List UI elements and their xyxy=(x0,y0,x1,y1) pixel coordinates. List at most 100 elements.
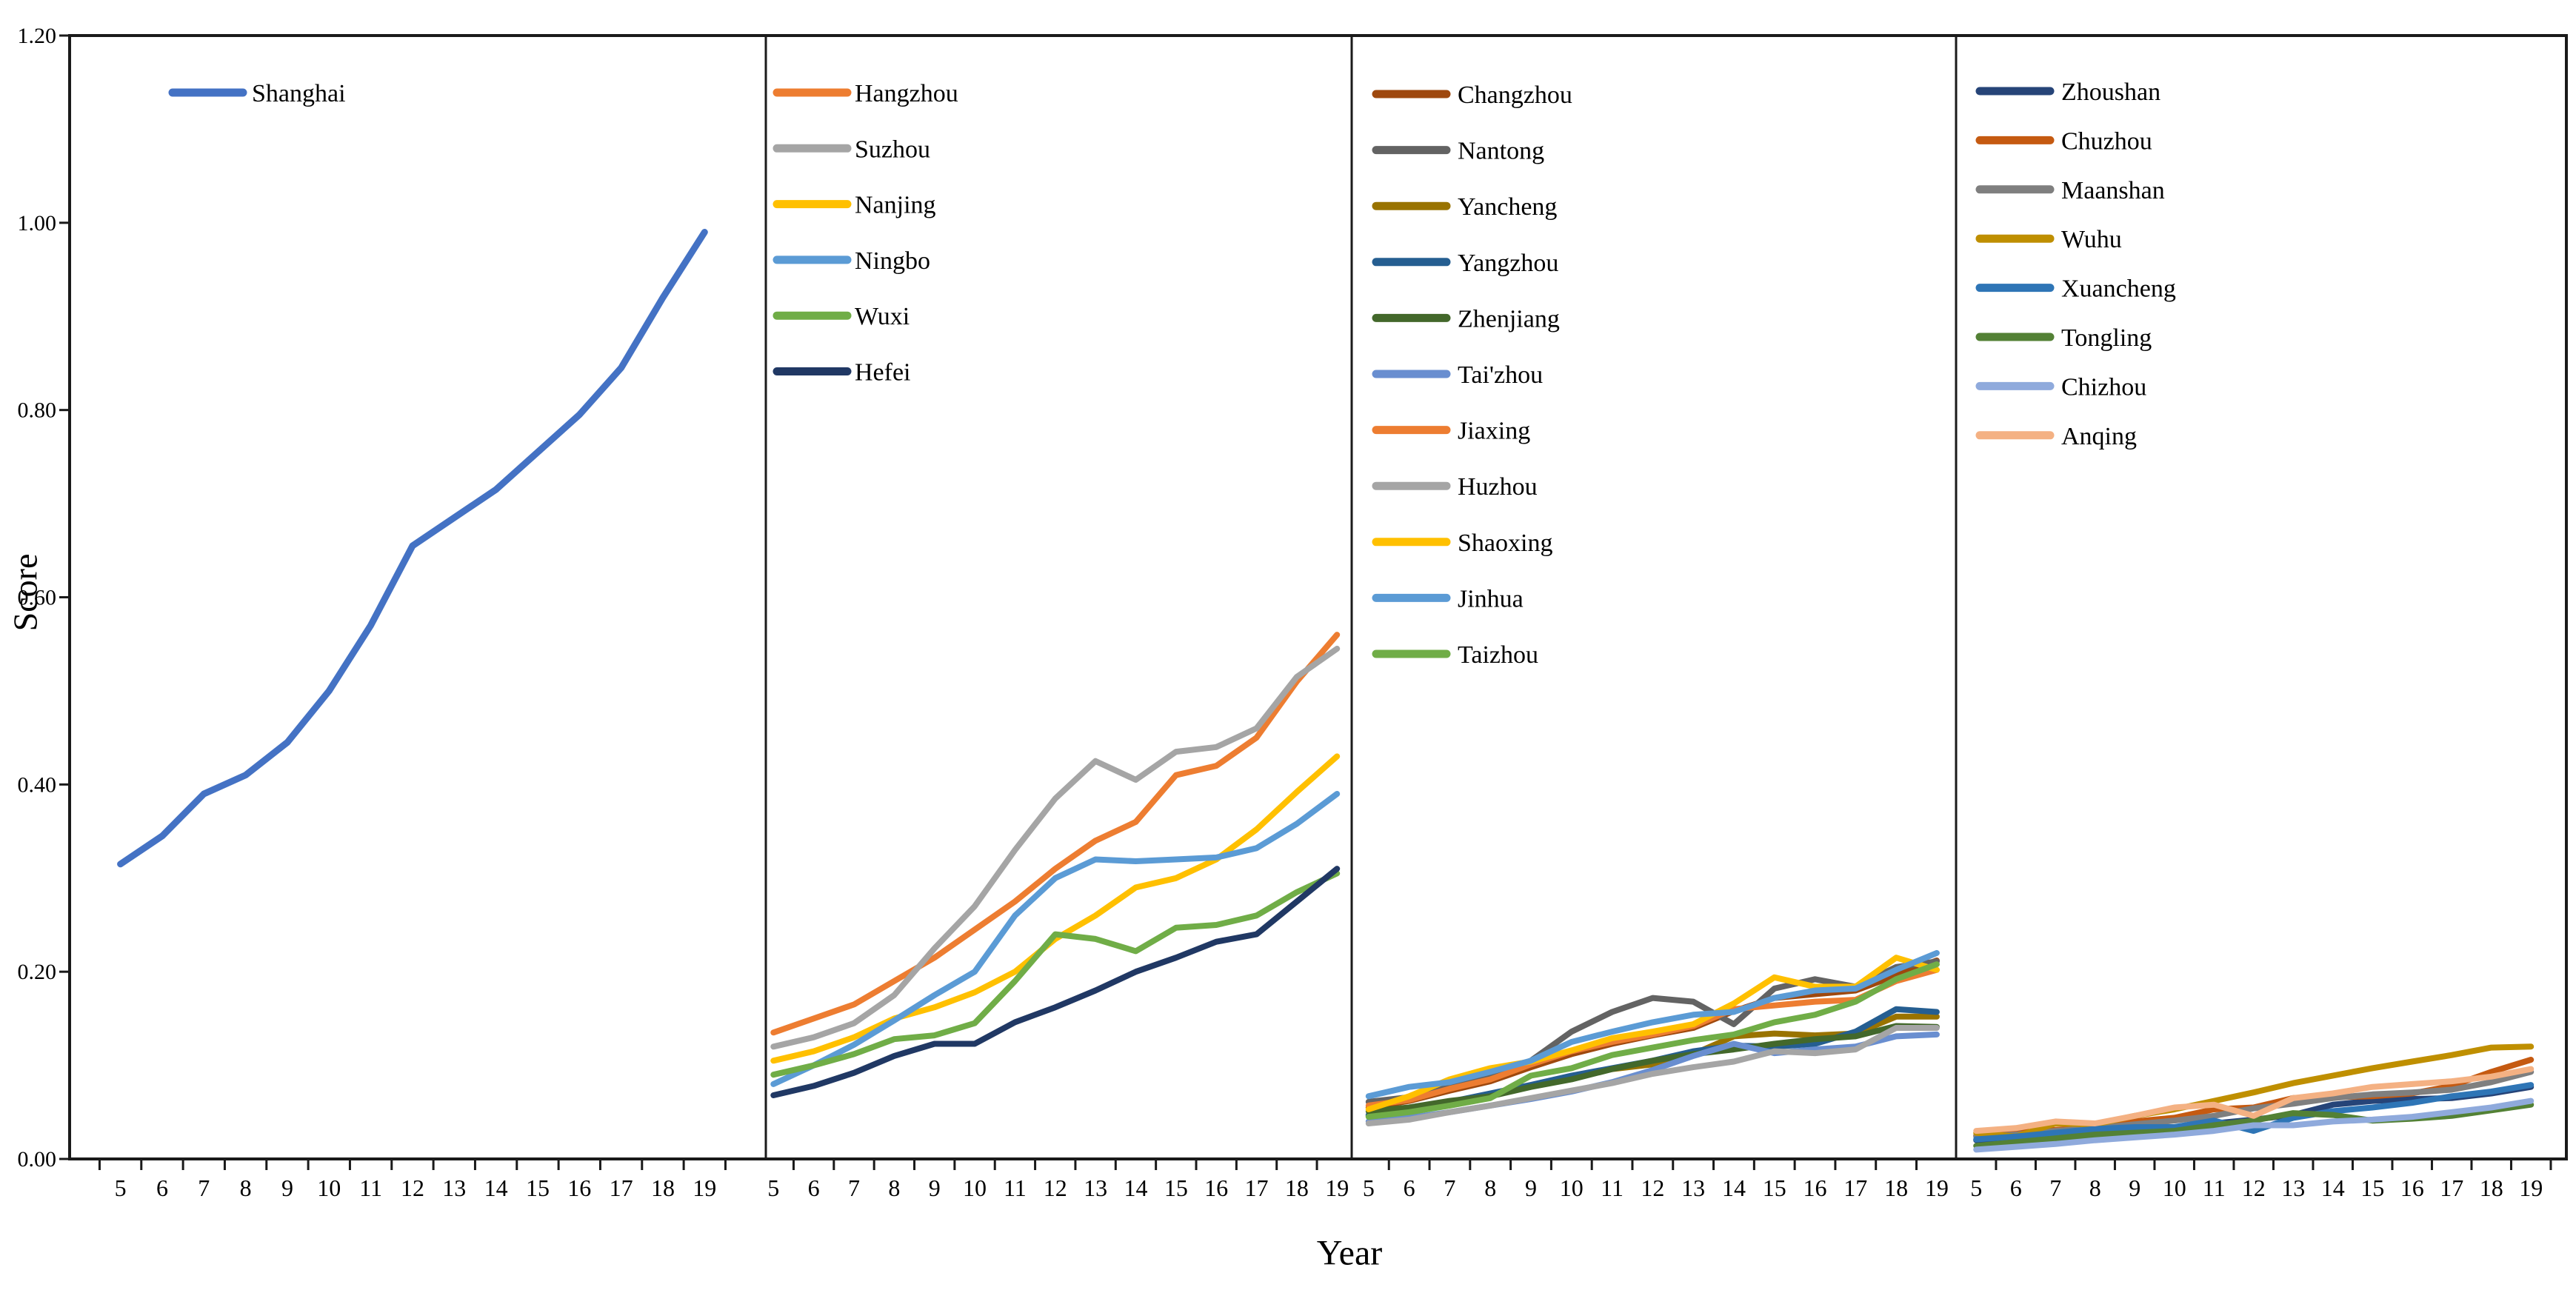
x-tick-label: 14 xyxy=(2321,1175,2345,1201)
legend-label-tongling: Tongling xyxy=(2061,324,2152,352)
x-tick-label: 14 xyxy=(1124,1175,1147,1201)
x-tick-label: 6 xyxy=(2010,1175,2022,1201)
x-tick-label: 13 xyxy=(2281,1175,2305,1201)
x-tick-label: 19 xyxy=(693,1175,716,1201)
legend-label-zhoushan: Zhoushan xyxy=(2061,78,2160,106)
x-tick-label: 7 xyxy=(848,1175,860,1201)
legend-label-chuzhou: Chuzhou xyxy=(2061,127,2152,155)
series-line-hefei xyxy=(770,866,1341,1098)
x-tick-label: 10 xyxy=(2163,1175,2186,1201)
legend-label-yangzhou: Yangzhou xyxy=(1458,250,1558,277)
series-line-taizhou xyxy=(1365,961,1940,1120)
x-tick-label: 17 xyxy=(610,1175,633,1201)
series-line-hangzhou xyxy=(770,632,1341,1036)
legend-label-jiaxing: Jiaxing xyxy=(1458,418,1530,445)
x-tick-label: 11 xyxy=(2203,1175,2226,1201)
legend-label-wuxi: Wuxi xyxy=(855,303,910,330)
legend-label-nanjing: Nanjing xyxy=(855,192,936,219)
x-tick-label: 6 xyxy=(1404,1175,1415,1201)
y-tick-label: 1.20 xyxy=(18,24,57,48)
y-tick-label: 1.00 xyxy=(18,211,57,235)
legend-label-shaoxing: Shaoxing xyxy=(1458,529,1552,557)
x-tick-label: 12 xyxy=(1641,1175,1664,1201)
y-tick-label: 0.20 xyxy=(18,960,57,984)
x-tick-label: 8 xyxy=(240,1175,252,1201)
legend-label-maanshan: Maanshan xyxy=(2061,177,2165,204)
series-line-suzhou xyxy=(770,646,1341,1050)
series-line-anqing xyxy=(1973,1066,2535,1135)
x-tick-label: 14 xyxy=(484,1175,508,1201)
legend-label-shanghai: Shanghai xyxy=(252,80,346,107)
x-tick-label: 11 xyxy=(359,1175,382,1201)
y-tick-label: 0.80 xyxy=(18,398,57,423)
x-tick-label: 18 xyxy=(651,1175,675,1201)
x-tick-label: 14 xyxy=(1722,1175,1746,1201)
x-tick-label: 12 xyxy=(2242,1175,2266,1201)
x-tick-label: 19 xyxy=(1325,1175,1349,1201)
x-tick-label: 11 xyxy=(1004,1175,1027,1201)
x-tick-label: 10 xyxy=(317,1175,341,1201)
x-tick-label: 16 xyxy=(2400,1175,2424,1201)
y-tick-label: 0.60 xyxy=(18,586,57,610)
x-tick-label: 18 xyxy=(1884,1175,1908,1201)
x-tick-label: 16 xyxy=(1204,1175,1228,1201)
x-tick-label: 7 xyxy=(2049,1175,2061,1201)
x-tick-label: 15 xyxy=(1164,1175,1188,1201)
legend-label-huzhou: Huzhou xyxy=(1458,473,1538,501)
legend-label-suzhou: Suzhou xyxy=(855,136,930,163)
x-tick-label: 5 xyxy=(767,1175,779,1201)
series-line-shanghai xyxy=(117,229,708,868)
y-tick-label: 0.40 xyxy=(18,772,57,797)
x-tick-label: 16 xyxy=(1803,1175,1827,1201)
x-tick-label: 15 xyxy=(2360,1175,2384,1201)
x-tick-label: 9 xyxy=(1525,1175,1537,1201)
x-tick-label: 12 xyxy=(1044,1175,1067,1201)
x-tick-label: 19 xyxy=(1925,1175,1949,1201)
legend-label-chizhou: Chizhou xyxy=(2061,373,2146,401)
legend-label-hangzhou: Hangzhou xyxy=(855,80,958,107)
legend-label-yancheng: Yancheng xyxy=(1458,193,1557,221)
legend-label-tai-zhou: Tai'zhou xyxy=(1458,361,1543,389)
legend-label-changzhou: Changzhou xyxy=(1458,81,1572,109)
x-tick-label: 19 xyxy=(2519,1175,2543,1201)
x-tick-label: 18 xyxy=(2480,1175,2503,1201)
x-tick-label: 17 xyxy=(1245,1175,1269,1201)
x-tick-label: 9 xyxy=(929,1175,941,1201)
series-line-xuancheng xyxy=(1973,1082,2535,1143)
x-tick-label: 9 xyxy=(2129,1175,2140,1201)
legend-label-zhenjiang: Zhenjiang xyxy=(1458,305,1560,333)
series-line-tongling xyxy=(1973,1101,2535,1149)
series-line-jinhua xyxy=(1365,949,1940,1100)
plot-border xyxy=(68,34,2568,1160)
series-line-zhenjiang xyxy=(1365,1023,1940,1115)
legend-label-anqing: Anqing xyxy=(2061,423,2137,450)
x-tick-label: 5 xyxy=(1970,1175,1982,1201)
y-tick-label: 0.00 xyxy=(18,1147,57,1172)
x-tick-label: 17 xyxy=(1843,1175,1867,1201)
series-line-huzhou xyxy=(1365,1025,1940,1126)
x-tick-label: 6 xyxy=(156,1175,168,1201)
x-tick-label: 5 xyxy=(115,1175,127,1201)
legend-label-ningbo: Ningbo xyxy=(855,247,930,275)
series-line-wuxi xyxy=(770,870,1341,1078)
x-tick-label: 8 xyxy=(2089,1175,2101,1201)
x-tick-label: 16 xyxy=(567,1175,591,1201)
x-tick-label: 9 xyxy=(281,1175,293,1201)
legend-label-xuancheng: Xuancheng xyxy=(2061,275,2176,303)
x-tick-label: 5 xyxy=(1363,1175,1375,1201)
x-tick-label: 10 xyxy=(963,1175,987,1201)
series-line-ningbo xyxy=(770,791,1341,1087)
x-axis-title: Year xyxy=(1316,1233,1383,1273)
x-tick-label: 18 xyxy=(1285,1175,1309,1201)
x-tick-label: 15 xyxy=(526,1175,550,1201)
legend-label-taizhou: Taizhou xyxy=(1458,641,1538,669)
x-tick-label: 13 xyxy=(1084,1175,1107,1201)
legend-label-wuhu: Wuhu xyxy=(2061,226,2122,253)
y-axis-title: Score xyxy=(6,553,44,632)
legend-label-hefei: Hefei xyxy=(855,359,911,387)
x-tick-label: 7 xyxy=(198,1175,210,1201)
x-tick-label: 13 xyxy=(442,1175,466,1201)
